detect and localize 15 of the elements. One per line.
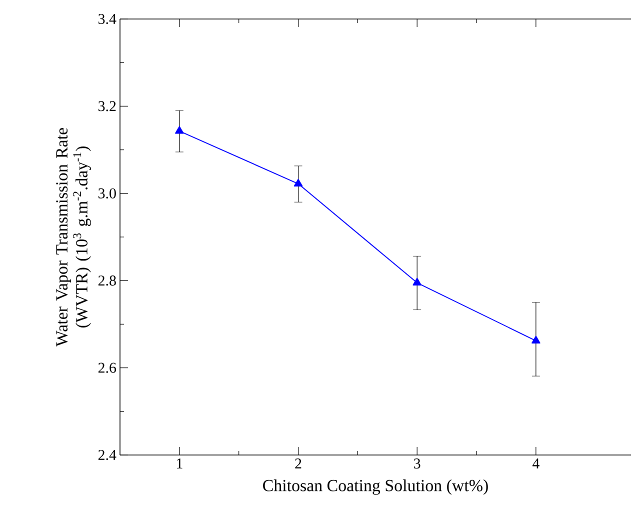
x-axis-title: Chitosan Coating Solution (wt%) bbox=[263, 479, 488, 495]
y-tick-label: 2.4 bbox=[98, 450, 116, 460]
x-tick-label: 3 bbox=[414, 458, 420, 469]
x-tick-label: 1 bbox=[176, 458, 182, 468]
x-tick-label: 4 bbox=[532, 458, 540, 468]
y-tick-label: 2.6 bbox=[98, 362, 116, 373]
y-tick-label: 3.4 bbox=[98, 14, 116, 24]
y-tick-label: 2.8 bbox=[98, 276, 116, 286]
x-tick-label: 2 bbox=[295, 458, 302, 468]
point bbox=[412, 278, 422, 286]
y-tick-label: 3.0 bbox=[98, 188, 116, 198]
point bbox=[532, 336, 540, 344]
y-tick-label: 3.2 bbox=[98, 101, 116, 112]
point bbox=[294, 178, 303, 187]
point bbox=[175, 126, 184, 134]
